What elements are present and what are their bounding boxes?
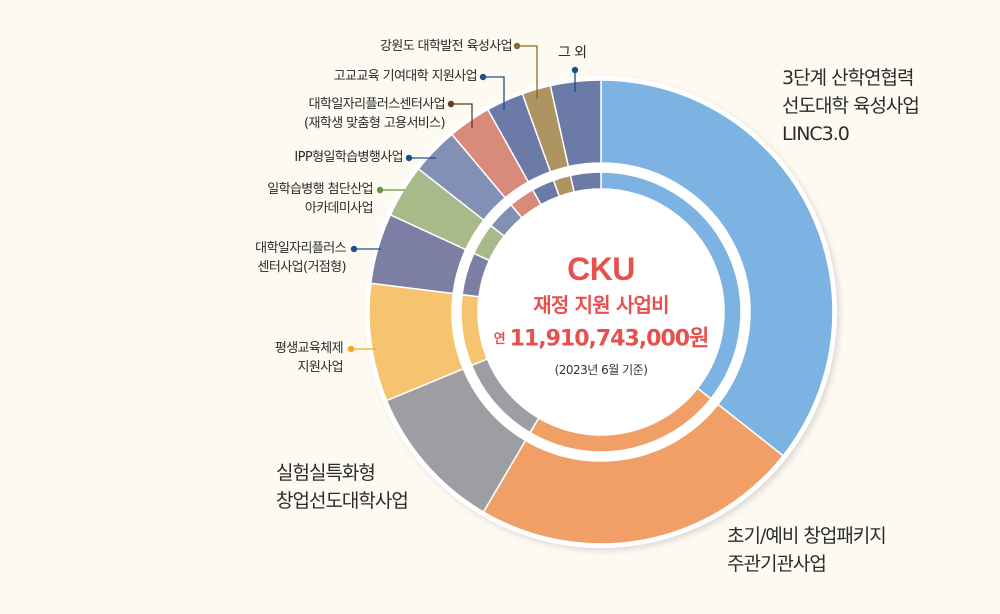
label-line: (재학생 맞춤형 고용서비스): [304, 116, 446, 131]
center-note: (2023년 6월 기준): [554, 362, 648, 377]
label-line: 3단계 산학연협력: [782, 67, 914, 89]
center-amount: 연 11,910,743,000원: [481, 322, 721, 357]
outer-segment: [600, 79, 834, 457]
label-academy: 일학습병행 첨단산업 아카데미사업: [267, 180, 373, 218]
label-ipp: IPP형일학습병행사업: [294, 148, 403, 167]
label-line: 평생교육체제: [274, 341, 344, 356]
leader-line-jobstudent: [451, 103, 473, 128]
center-subtitle: 재정 지원 사업비: [533, 293, 669, 317]
label-jobhub: 대학일자리플러스 센터사업(거점형): [255, 239, 346, 277]
leader-dot-ipp: [405, 154, 413, 162]
outer-segment: [482, 403, 785, 545]
label-startup: 초기/예비 창업패키지 주관기관사업: [727, 522, 887, 578]
label-line: 주관기관사업: [727, 553, 827, 575]
label-line: IPP형일학습병행사업: [294, 150, 403, 165]
center-disc: [479, 190, 723, 434]
label-line: 지원사업: [297, 360, 344, 375]
label-lifelong: 평생교육체제 지원사업: [274, 339, 344, 377]
center-summary: CKU 재정 지원 사업비 연 11,910,743,000원 (2023년 6월…: [481, 250, 721, 383]
leader-line-highschool: [483, 76, 505, 110]
leader-dot-other: [571, 66, 579, 74]
leader-dot-highschool: [479, 73, 487, 81]
label-line: LINC3.0: [782, 123, 850, 145]
leader-dot-lifelong: [347, 345, 355, 353]
leader-lines: [347, 42, 579, 353]
amount-prefix: 연: [493, 331, 506, 347]
label-line: 센터사업(거점형): [257, 260, 347, 275]
label-line: 대학일자리플러스: [255, 241, 346, 256]
leader-dot-gangwon: [513, 42, 521, 50]
label-highschool: 고교교육 기여대학 지원사업: [333, 67, 478, 86]
label-line: 강원도 대학발전 육성사업: [379, 39, 513, 54]
label-line: 창업선도대학사업: [276, 490, 409, 512]
leader-dot-jobhub: [350, 245, 358, 253]
label-linc: 3단계 산학연협력 선도대학 육성사업 LINC3.0: [782, 64, 920, 148]
label-line: 아카데미사업: [304, 201, 374, 216]
label-line: 실험실특화형: [276, 462, 376, 484]
label-gangwon: 강원도 대학발전 육성사업: [379, 37, 513, 56]
leader-dot-academy: [376, 186, 384, 194]
label-line: 대학일자리플러스센터사업: [308, 97, 446, 112]
outer-ring: [368, 79, 834, 545]
label-jobstudent: 대학일자리플러스센터사업 (재학생 맞춤형 고용서비스): [304, 95, 446, 133]
label-line: 일학습병행 첨단산업: [267, 182, 373, 197]
label-other: 그 외: [558, 44, 587, 63]
amount-value: 11,910,743,000원: [509, 326, 710, 352]
inner-ring: [460, 171, 742, 453]
outer-segment: [549, 79, 602, 168]
leader-dot-jobstudent: [447, 100, 455, 108]
label-line: 고교교육 기여대학 지원사업: [333, 69, 478, 84]
inner-segment: [569, 171, 602, 193]
label-line: 초기/예비 창업패키지: [727, 525, 887, 547]
label-line: 선도대학 육성사업: [782, 95, 920, 117]
label-lab: 실험실특화형 창업선도대학사업: [276, 459, 409, 515]
leader-line-gangwon: [517, 45, 538, 99]
center-title: CKU: [567, 251, 635, 287]
label-line: 그 외: [558, 45, 587, 61]
